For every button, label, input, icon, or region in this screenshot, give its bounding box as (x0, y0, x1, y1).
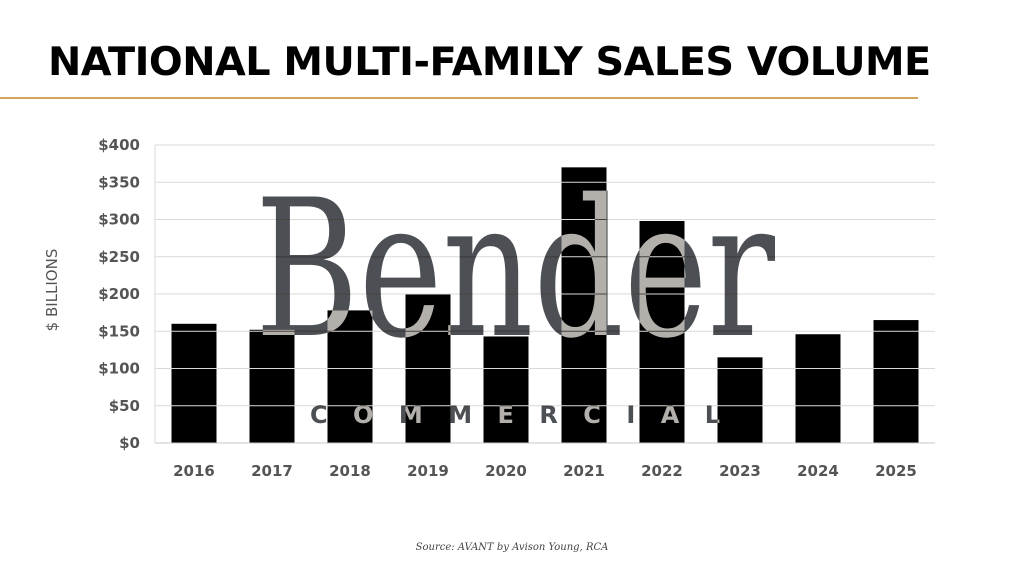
y-tick-label: $250 (98, 248, 140, 266)
page-title: NATIONAL MULTI-FAMILY SALES VOLUME (48, 40, 931, 85)
bar-2020 (483, 336, 529, 443)
y-tick-label: $0 (119, 434, 140, 452)
x-tick-label: 2018 (329, 462, 371, 480)
source-note: Source: AVANT by Avison Young, RCA (415, 542, 609, 553)
x-tick-label: 2017 (251, 462, 293, 480)
y-tick-label: $400 (98, 136, 140, 154)
y-tick-label: $50 (109, 397, 140, 415)
y-tick-label: $300 (98, 211, 140, 229)
bar-2025 (873, 320, 919, 443)
y-tick-label: $150 (98, 322, 140, 340)
x-tick-label: 2024 (797, 462, 839, 480)
bar-2024 (795, 334, 841, 443)
x-tick-label: 2022 (641, 462, 683, 480)
x-tick-label: 2023 (719, 462, 761, 480)
svg-text:Bender: Bender (255, 159, 775, 380)
x-tick-label: 2016 (173, 462, 215, 480)
bar-2023 (717, 357, 763, 443)
bar-2018 (327, 310, 373, 443)
bar-2017 (249, 329, 295, 443)
bar-2021 (561, 167, 607, 443)
x-tick-label: 2025 (875, 462, 917, 480)
x-tick-label: 2019 (407, 462, 449, 480)
y-tick-label: $350 (98, 173, 140, 191)
x-tick-label: 2020 (485, 462, 527, 480)
title-divider (0, 97, 918, 99)
y-tick-label: $100 (98, 360, 140, 378)
y-tick-label: $200 (98, 285, 140, 303)
x-tick-label: 2021 (563, 462, 605, 480)
bar-2016 (171, 323, 217, 443)
